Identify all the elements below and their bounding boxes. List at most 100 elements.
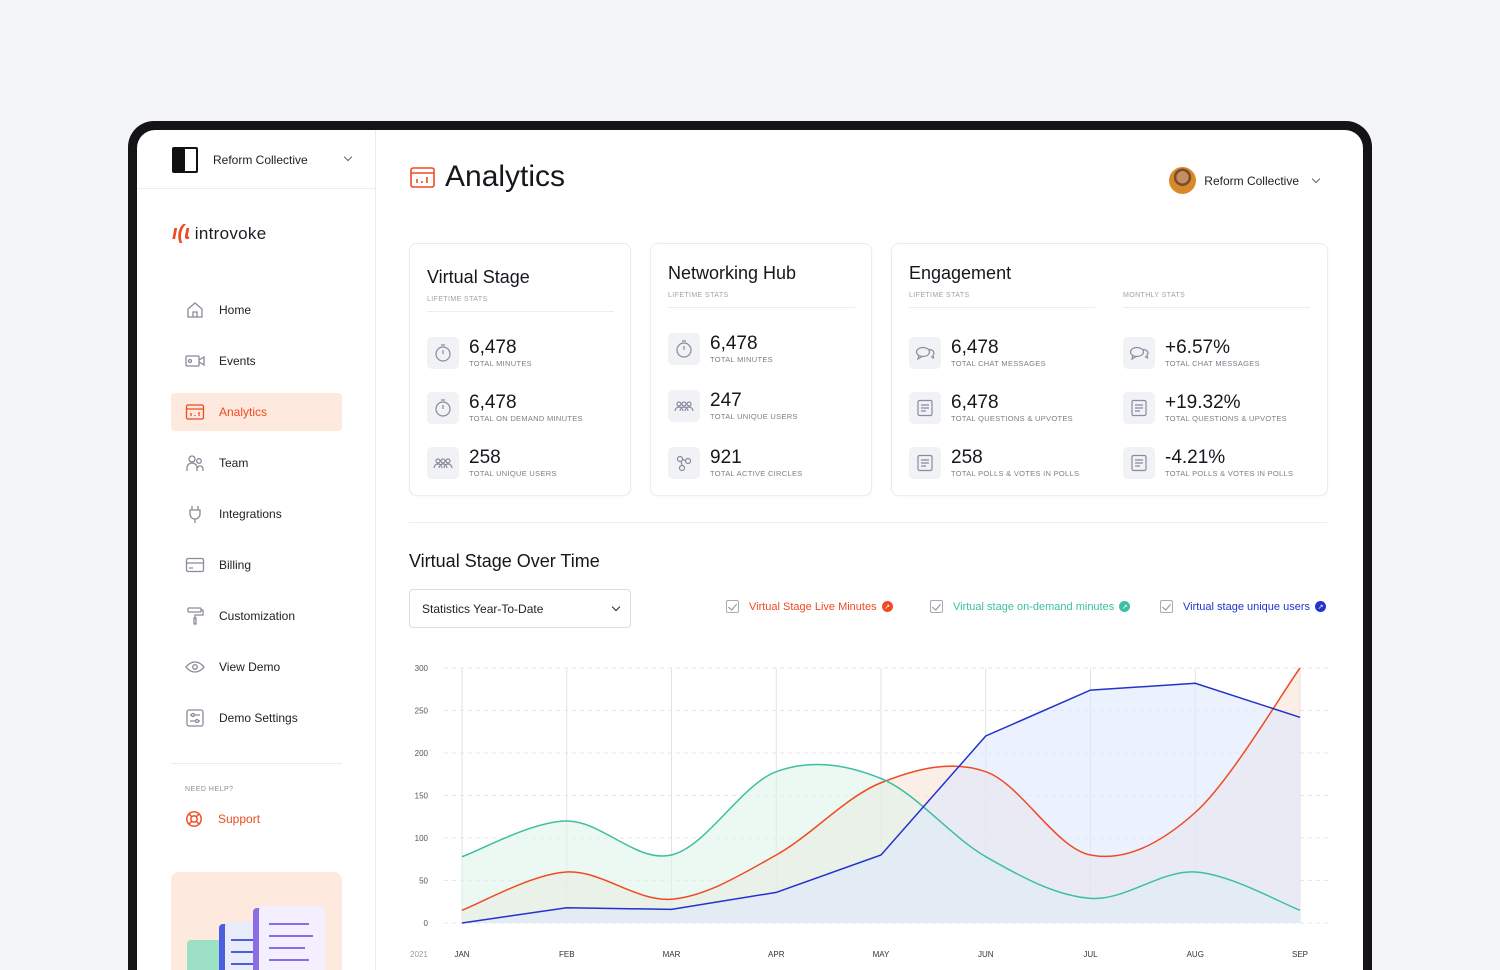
y-tick-label: 300	[415, 664, 429, 673]
x-tick-label: JUN	[978, 950, 994, 959]
stat-value: 6,478	[951, 337, 999, 358]
section-divider	[409, 522, 1327, 523]
stat-value: 921	[710, 447, 742, 468]
series-line-1	[461, 667, 1301, 911]
stat-on-demand-minutes: 6,478 TOTAL ON DEMAND MINUTES	[427, 392, 583, 424]
networking-hub-card: Networking Hub LIFETIME STATS 6,478 TOTAL…	[650, 243, 872, 496]
checklist-illustration-icon	[187, 906, 325, 970]
eye-icon	[185, 661, 205, 673]
sidebar-item-demo-settings[interactable]: Demo Settings	[171, 699, 342, 737]
plug-icon	[189, 506, 201, 523]
stat-value: 247	[710, 390, 742, 411]
legend-on-demand-minutes[interactable]: Virtual stage on-demand minutes ↗	[930, 600, 1131, 613]
sidebar-item-home[interactable]: Home	[171, 291, 342, 329]
stat-label: TOTAL QUESTIONS & UPVOTES	[1165, 414, 1287, 423]
org-switcher[interactable]: Reform Collective	[137, 130, 376, 189]
virtual-stage-card: Virtual Stage LIFETIME STATS 6,478 TOTAL …	[409, 243, 631, 496]
chevron-down-icon	[343, 152, 353, 162]
org-name: Reform Collective	[213, 153, 308, 167]
sidebar-divider	[171, 763, 342, 764]
year-label: 2021	[410, 950, 428, 959]
users-icon	[427, 447, 459, 479]
x-tick-label: MAR	[663, 950, 681, 959]
legend-label: Virtual stage on-demand minutes	[953, 600, 1115, 613]
stat-chat-messages: 6,478 TOTAL CHAT MESSAGES	[909, 337, 1046, 369]
x-tick-label: JAN	[454, 950, 469, 959]
stat-label: TOTAL MINUTES	[710, 355, 773, 364]
card-title: Engagement	[909, 263, 1012, 283]
checkbox-icon[interactable]	[726, 600, 739, 613]
sidebar-item-customization[interactable]: Customization	[171, 597, 342, 635]
stat-value: -4.21%	[1165, 447, 1226, 468]
sliders-icon	[186, 709, 204, 727]
y-tick-label: 100	[415, 834, 429, 843]
card-title: Virtual Stage	[427, 267, 530, 287]
stopwatch-icon	[427, 392, 459, 424]
stat-value: 6,478	[469, 337, 517, 358]
x-tick-label: AUG	[1187, 950, 1204, 959]
circles-icon	[668, 447, 700, 479]
area-chart: 0 50 100 150 200 250 300 JAN FEB MAR APR MAY JUN JUL A…	[410, 664, 1328, 959]
engagement-card: Engagement LIFETIME STATS MONTHLY STATS …	[891, 243, 1328, 496]
x-tick-label: SEP	[1292, 950, 1308, 959]
sidebar-item-view-demo[interactable]: View Demo	[171, 648, 342, 686]
brand-logo[interactable]: ı(ɩ introvoke	[172, 222, 266, 245]
stat-label: TOTAL MINUTES	[469, 359, 532, 368]
checkbox-icon[interactable]	[930, 600, 943, 613]
sidebar-item-analytics[interactable]: Analytics	[171, 393, 342, 431]
stat-label: TOTAL CHAT MESSAGES	[1165, 359, 1260, 368]
legend-unique-users[interactable]: Virtual stage unique users ↗	[1160, 600, 1326, 613]
sidebar-item-label: Team	[219, 456, 249, 470]
avatar	[1169, 167, 1197, 194]
stat-label: TOTAL POLLS & VOTES IN POLLS	[951, 469, 1080, 478]
x-tick-label: MAY	[873, 950, 890, 959]
sidebar-item-integrations[interactable]: Integrations	[171, 495, 342, 533]
stat-value: 258	[469, 447, 501, 468]
page-title: Analytics	[410, 160, 565, 194]
stat-value: 6,478	[469, 392, 517, 413]
support-link[interactable]: Support	[185, 810, 260, 828]
sidebar-item-label: Billing	[219, 558, 252, 572]
video-icon	[185, 355, 205, 367]
trend-icon: ↗	[1119, 601, 1131, 612]
chevron-down-icon	[1311, 174, 1321, 183]
users-icon	[668, 390, 700, 422]
card-icon	[185, 557, 205, 573]
org-logo-icon	[172, 147, 198, 173]
section-label: LIFETIME STATS	[909, 292, 1095, 308]
sidebar-item-events[interactable]: Events	[171, 342, 342, 380]
paint-roller-icon	[187, 607, 204, 625]
checkbox-icon[interactable]	[1160, 600, 1173, 613]
user-menu[interactable]: Reform Collective	[1169, 167, 1321, 194]
promo-card	[171, 872, 342, 970]
lifebuoy-icon	[186, 811, 202, 827]
page-title-text: Analytics	[445, 160, 566, 193]
brand-mark: ı(ɩ	[172, 222, 190, 244]
stat-label: TOTAL QUESTIONS & UPVOTES	[951, 414, 1073, 423]
need-help-label: NEED HELP?	[185, 786, 234, 793]
y-tick-label: 50	[419, 877, 428, 886]
stat-questions-upvotes-monthly: +19.32% TOTAL QUESTIONS & UPVOTES	[1123, 392, 1287, 424]
stopwatch-icon	[668, 333, 700, 365]
chart-title: Virtual Stage Over Time	[409, 551, 600, 571]
stat-value: 6,478	[710, 333, 758, 354]
sidebar-item-billing[interactable]: Billing	[171, 546, 342, 584]
stat-unique-users: 247 TOTAL UNIQUE USERS	[668, 390, 798, 422]
section-label: MONTHLY STATS	[1123, 292, 1310, 308]
sidebar-item-team[interactable]: Team	[171, 444, 342, 482]
analytics-icon	[410, 166, 435, 188]
x-tick-label: JUL	[1083, 950, 1098, 959]
main-content: Analytics Reform Collective Virtual Stag…	[376, 130, 1363, 970]
legend-label: Virtual stage unique users	[1183, 600, 1310, 613]
stat-total-minutes: 6,478 TOTAL MINUTES	[668, 333, 773, 365]
sidebar-item-label: Integrations	[219, 507, 282, 521]
period-select[interactable]: Statistics Year-To-Date	[409, 589, 631, 628]
stat-label: TOTAL ACTIVE CIRCLES	[710, 469, 803, 478]
chat-icon	[909, 337, 941, 369]
sidebar-item-label: View Demo	[219, 660, 281, 674]
app-screen: Reform Collective ı(ɩ introvoke Home Eve…	[137, 130, 1363, 970]
sidebar-nav: Home Events Analytics Team Integrations …	[171, 291, 342, 750]
sidebar-item-label: Customization	[219, 609, 296, 623]
support-label: Support	[218, 812, 261, 826]
legend-live-minutes[interactable]: Virtual Stage Live Minutes ↗	[726, 600, 893, 613]
